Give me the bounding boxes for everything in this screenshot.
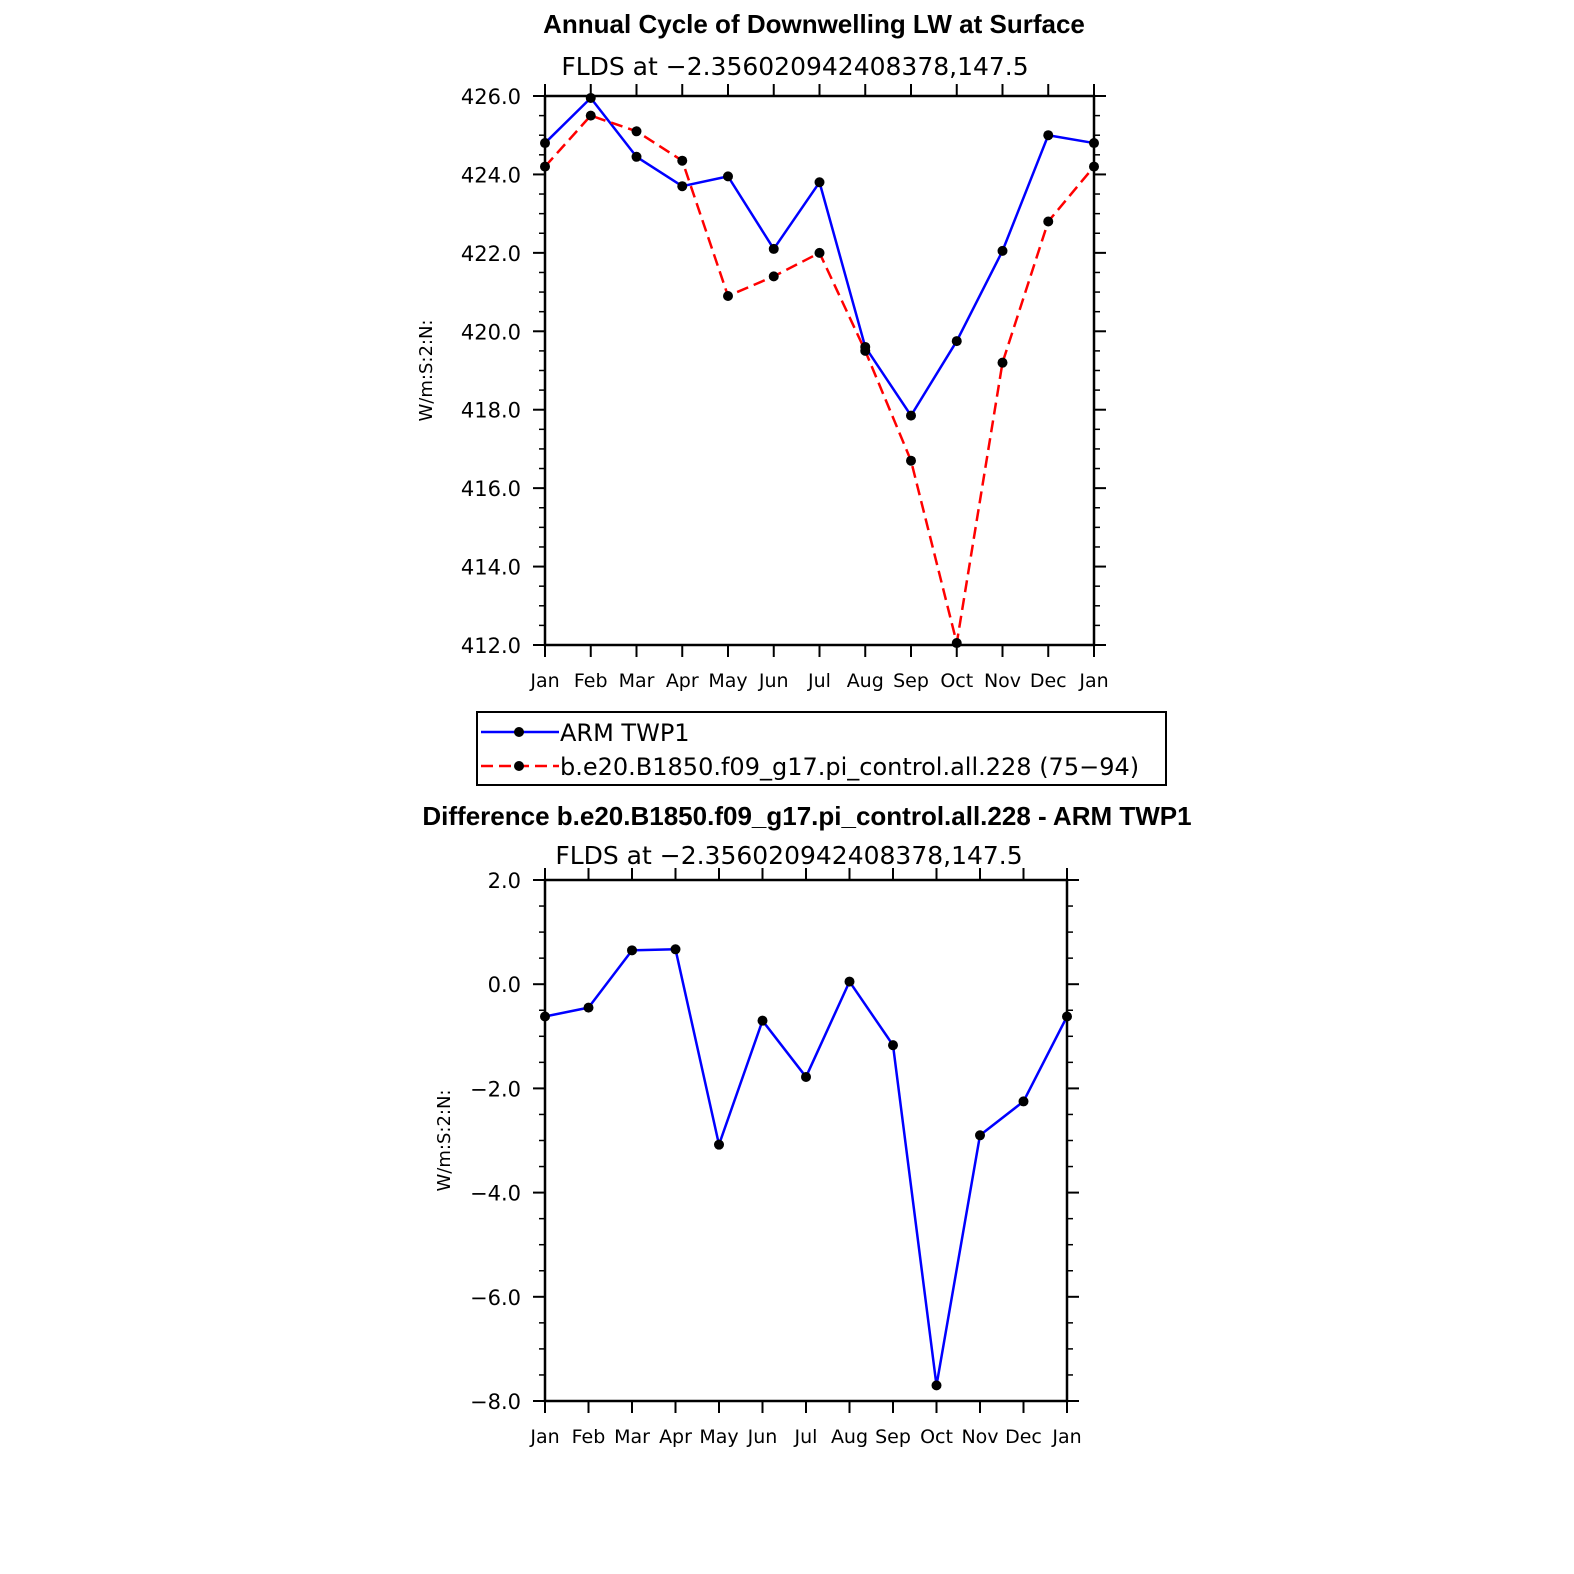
bottom-ytick-label: −8.0 xyxy=(470,1390,521,1414)
bottom-chart-subtitle: FLDS at −2.356020942408378,147.5 xyxy=(555,841,1022,870)
bottom-ytick-label: −2.0 xyxy=(470,1077,521,1101)
top-series-0-point xyxy=(769,244,779,254)
top-series-1-point xyxy=(540,162,550,172)
legend-label-model: b.e20.B1850.f09_g17.pi_control.all.228 (… xyxy=(560,753,1139,781)
bottom-series-0-point xyxy=(671,944,681,954)
bottom-series-0-point xyxy=(627,945,637,955)
top-xtick-label: Sep xyxy=(893,670,929,692)
bottom-series-0-point xyxy=(932,1380,942,1390)
bottom-xtick-label: Jun xyxy=(747,1426,778,1448)
bottom-y-axis-label: W/m:S:2:N: xyxy=(434,1090,455,1192)
top-series-1-point xyxy=(1043,216,1053,226)
top-series-1-point xyxy=(769,271,779,281)
legend: ARM TWP1 b.e20.B1850.f09_g17.pi_control.… xyxy=(477,712,1166,785)
top-series-0-point xyxy=(952,336,962,346)
bottom-series-0-point xyxy=(801,1072,811,1082)
top-series-0-point xyxy=(906,411,916,421)
top-xtick-label: Nov xyxy=(984,670,1021,692)
top-series-1-point xyxy=(723,291,733,301)
bottom-xtick-label: Oct xyxy=(920,1426,953,1448)
bottom-series-0-line xyxy=(545,949,1067,1385)
top-ytick-label: 414.0 xyxy=(461,556,521,580)
bottom-xtick-label: Sep xyxy=(875,1426,911,1448)
top-xtick-label: Jun xyxy=(758,670,789,692)
bottom-chart-title: Difference b.e20.B1850.f09_g17.pi_contro… xyxy=(422,801,1191,831)
bottom-series-0-point xyxy=(845,977,855,987)
bottom-series-0-point xyxy=(758,1016,768,1026)
top-xtick-label: Apr xyxy=(666,670,699,692)
top-xtick-label: Feb xyxy=(574,670,608,692)
bottom-series-0-point xyxy=(1062,1012,1072,1022)
top-series-1-point xyxy=(952,638,962,648)
top-xtick-label: Oct xyxy=(940,670,973,692)
top-ytick-label: 420.0 xyxy=(461,320,521,344)
top-series-1-point xyxy=(632,126,642,136)
top-ytick-label: 412.0 xyxy=(461,634,521,658)
top-series-0-point xyxy=(1043,130,1053,140)
top-ytick-label: 418.0 xyxy=(461,399,521,423)
top-series-0-point xyxy=(540,138,550,148)
top-series-1-point xyxy=(815,248,825,258)
bottom-xtick-label: Jan xyxy=(1051,1426,1081,1448)
bottom-xtick-label: Mar xyxy=(614,1426,650,1448)
top-xtick-label: Aug xyxy=(847,670,884,692)
bottom-series-0-point xyxy=(540,1012,550,1022)
bottom-xtick-label: Dec xyxy=(1005,1426,1042,1448)
top-series-1-point xyxy=(906,456,916,466)
bottom-xtick-label: Jul xyxy=(794,1426,818,1448)
top-ytick-label: 416.0 xyxy=(461,477,521,501)
top-xtick-label: May xyxy=(708,670,747,692)
top-series-1-point xyxy=(998,358,1008,368)
top-chart-subtitle: FLDS at −2.356020942408378,147.5 xyxy=(561,52,1028,81)
bottom-ytick-label: 0.0 xyxy=(488,973,521,997)
bottom-xtick-label: Apr xyxy=(659,1426,692,1448)
bottom-series-0-point xyxy=(714,1140,724,1150)
top-series-1-line xyxy=(545,116,1094,643)
top-series-1-point xyxy=(860,346,870,356)
top-ytick-label: 422.0 xyxy=(461,242,521,266)
top-series-0-point xyxy=(1089,138,1099,148)
bottom-ytick-label: −4.0 xyxy=(470,1182,521,1206)
top-chart: 412.0 414.0 416.0 418.0 420.0 422.0 424.0 426.0… xyxy=(416,84,1109,692)
bottom-xtick-label: Aug xyxy=(831,1426,868,1448)
top-chart-title: Annual Cycle of Downwelling LW at Surfac… xyxy=(543,9,1085,39)
top-series-0-point xyxy=(815,177,825,187)
bottom-plot-frame xyxy=(545,880,1067,1401)
top-xtick-label: Jan xyxy=(529,670,559,692)
top-series-0-point xyxy=(998,246,1008,256)
top-xtick-label: Mar xyxy=(619,670,655,692)
top-series-1-point xyxy=(677,156,687,166)
top-series-1-point xyxy=(586,111,596,121)
legend-marker-arm xyxy=(514,727,524,737)
top-series-0-point xyxy=(677,181,687,191)
bottom-series-0-point xyxy=(584,1003,594,1013)
legend-label-arm: ARM TWP1 xyxy=(560,719,690,747)
bottom-ytick-label: −6.0 xyxy=(470,1286,521,1310)
bottom-xtick-label: Feb xyxy=(572,1426,606,1448)
bottom-xtick-label: May xyxy=(699,1426,738,1448)
bottom-series-0-point xyxy=(975,1130,985,1140)
top-series-0-point xyxy=(586,93,596,103)
top-xtick-label: Dec xyxy=(1030,670,1067,692)
top-series-0-point xyxy=(632,152,642,162)
bottom-series-0-point xyxy=(888,1040,898,1050)
bottom-chart: −8.0 −6.0 −4.0 −2.0 0.0 2.0 Jan Feb Mar Apr May Jun… xyxy=(434,868,1082,1448)
bottom-series-0-point xyxy=(1019,1096,1029,1106)
top-series-0-point xyxy=(723,171,733,181)
top-series-1-point xyxy=(1089,162,1099,172)
bottom-xtick-label: Nov xyxy=(961,1426,998,1448)
top-y-axis-label: W/m:S:2:N: xyxy=(416,320,437,422)
legend-marker-model xyxy=(514,761,524,771)
top-xtick-label: Jan xyxy=(1078,670,1108,692)
bottom-xtick-label: Jan xyxy=(529,1426,559,1448)
top-ytick-label: 426.0 xyxy=(461,85,521,109)
top-xtick-label: Jul xyxy=(807,670,831,692)
top-ytick-label: 424.0 xyxy=(461,163,521,187)
bottom-ytick-label: 2.0 xyxy=(488,869,521,893)
